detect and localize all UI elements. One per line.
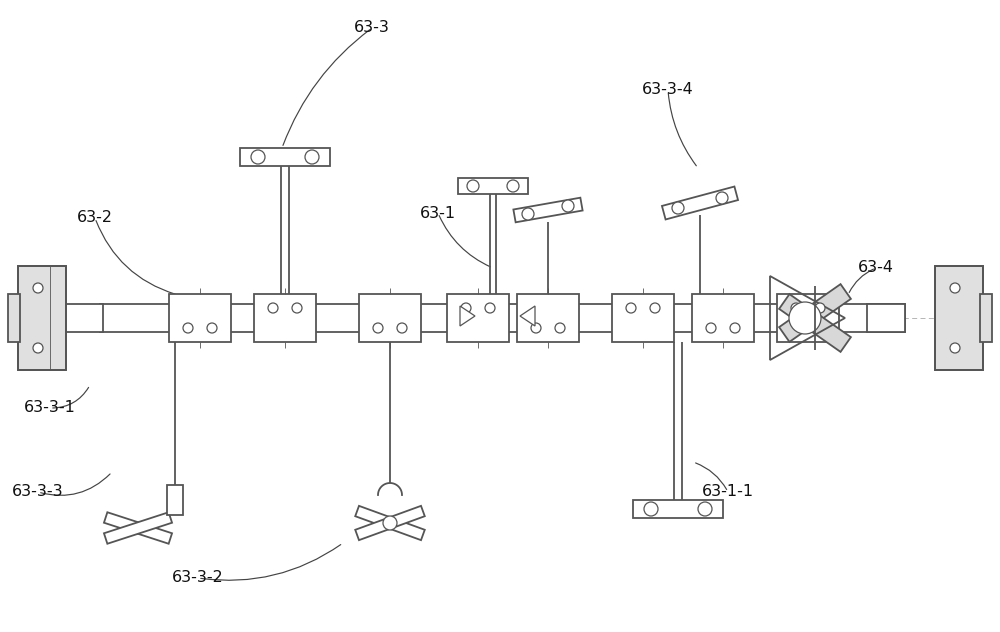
Circle shape bbox=[183, 323, 193, 333]
Polygon shape bbox=[355, 506, 425, 540]
Bar bbox=[692, 294, 754, 342]
Text: 63-4: 63-4 bbox=[858, 260, 894, 276]
Text: 63-3-1: 63-3-1 bbox=[24, 401, 76, 415]
Bar bbox=[612, 294, 674, 342]
Circle shape bbox=[268, 303, 278, 313]
Polygon shape bbox=[104, 513, 172, 544]
Bar bbox=[167, 485, 183, 515]
Circle shape bbox=[562, 200, 574, 212]
Bar bbox=[447, 294, 509, 342]
Circle shape bbox=[716, 192, 728, 204]
Polygon shape bbox=[779, 294, 851, 352]
Circle shape bbox=[305, 150, 319, 164]
Bar bbox=[359, 294, 421, 342]
Text: 63-1: 63-1 bbox=[420, 205, 456, 221]
Bar bbox=[867, 304, 905, 332]
Circle shape bbox=[698, 502, 712, 516]
Circle shape bbox=[706, 323, 716, 333]
Polygon shape bbox=[513, 198, 583, 222]
Bar bbox=[240, 148, 330, 166]
Text: 63-1-1: 63-1-1 bbox=[702, 485, 754, 499]
Circle shape bbox=[251, 150, 265, 164]
Text: 63-3: 63-3 bbox=[354, 20, 390, 35]
Circle shape bbox=[626, 303, 636, 313]
Circle shape bbox=[397, 323, 407, 333]
Circle shape bbox=[33, 343, 43, 353]
Bar bbox=[100, 304, 905, 332]
Text: 63-3-4: 63-3-4 bbox=[642, 83, 694, 97]
Circle shape bbox=[33, 283, 43, 293]
Polygon shape bbox=[460, 306, 475, 326]
Polygon shape bbox=[355, 506, 425, 540]
Polygon shape bbox=[779, 284, 851, 342]
Circle shape bbox=[730, 323, 740, 333]
Bar bbox=[517, 294, 579, 342]
Circle shape bbox=[522, 208, 534, 220]
Circle shape bbox=[789, 302, 821, 334]
Circle shape bbox=[292, 303, 302, 313]
Circle shape bbox=[644, 502, 658, 516]
Text: 63-3-2: 63-3-2 bbox=[172, 571, 224, 585]
Circle shape bbox=[791, 303, 801, 313]
Circle shape bbox=[207, 323, 217, 333]
Bar bbox=[18, 266, 66, 370]
Text: 63-2: 63-2 bbox=[77, 210, 113, 226]
Bar bbox=[633, 500, 723, 518]
Circle shape bbox=[650, 303, 660, 313]
Circle shape bbox=[950, 343, 960, 353]
Polygon shape bbox=[104, 513, 172, 544]
Circle shape bbox=[485, 303, 495, 313]
Text: 63-3-3: 63-3-3 bbox=[12, 485, 64, 499]
Bar bbox=[458, 178, 528, 194]
Circle shape bbox=[373, 323, 383, 333]
Circle shape bbox=[383, 516, 397, 530]
Bar bbox=[8, 294, 20, 342]
Circle shape bbox=[531, 323, 541, 333]
Circle shape bbox=[815, 303, 825, 313]
Circle shape bbox=[507, 180, 519, 192]
Circle shape bbox=[467, 180, 479, 192]
Polygon shape bbox=[520, 306, 535, 326]
Circle shape bbox=[555, 323, 565, 333]
Circle shape bbox=[672, 202, 684, 214]
Polygon shape bbox=[662, 186, 738, 219]
Bar bbox=[169, 294, 231, 342]
Circle shape bbox=[461, 303, 471, 313]
Bar bbox=[980, 294, 992, 342]
Bar bbox=[777, 294, 839, 342]
Bar bbox=[935, 266, 983, 370]
Bar bbox=[18, 266, 66, 370]
Bar bbox=[935, 266, 983, 370]
Circle shape bbox=[950, 283, 960, 293]
Bar bbox=[65, 304, 103, 332]
Bar bbox=[254, 294, 316, 342]
